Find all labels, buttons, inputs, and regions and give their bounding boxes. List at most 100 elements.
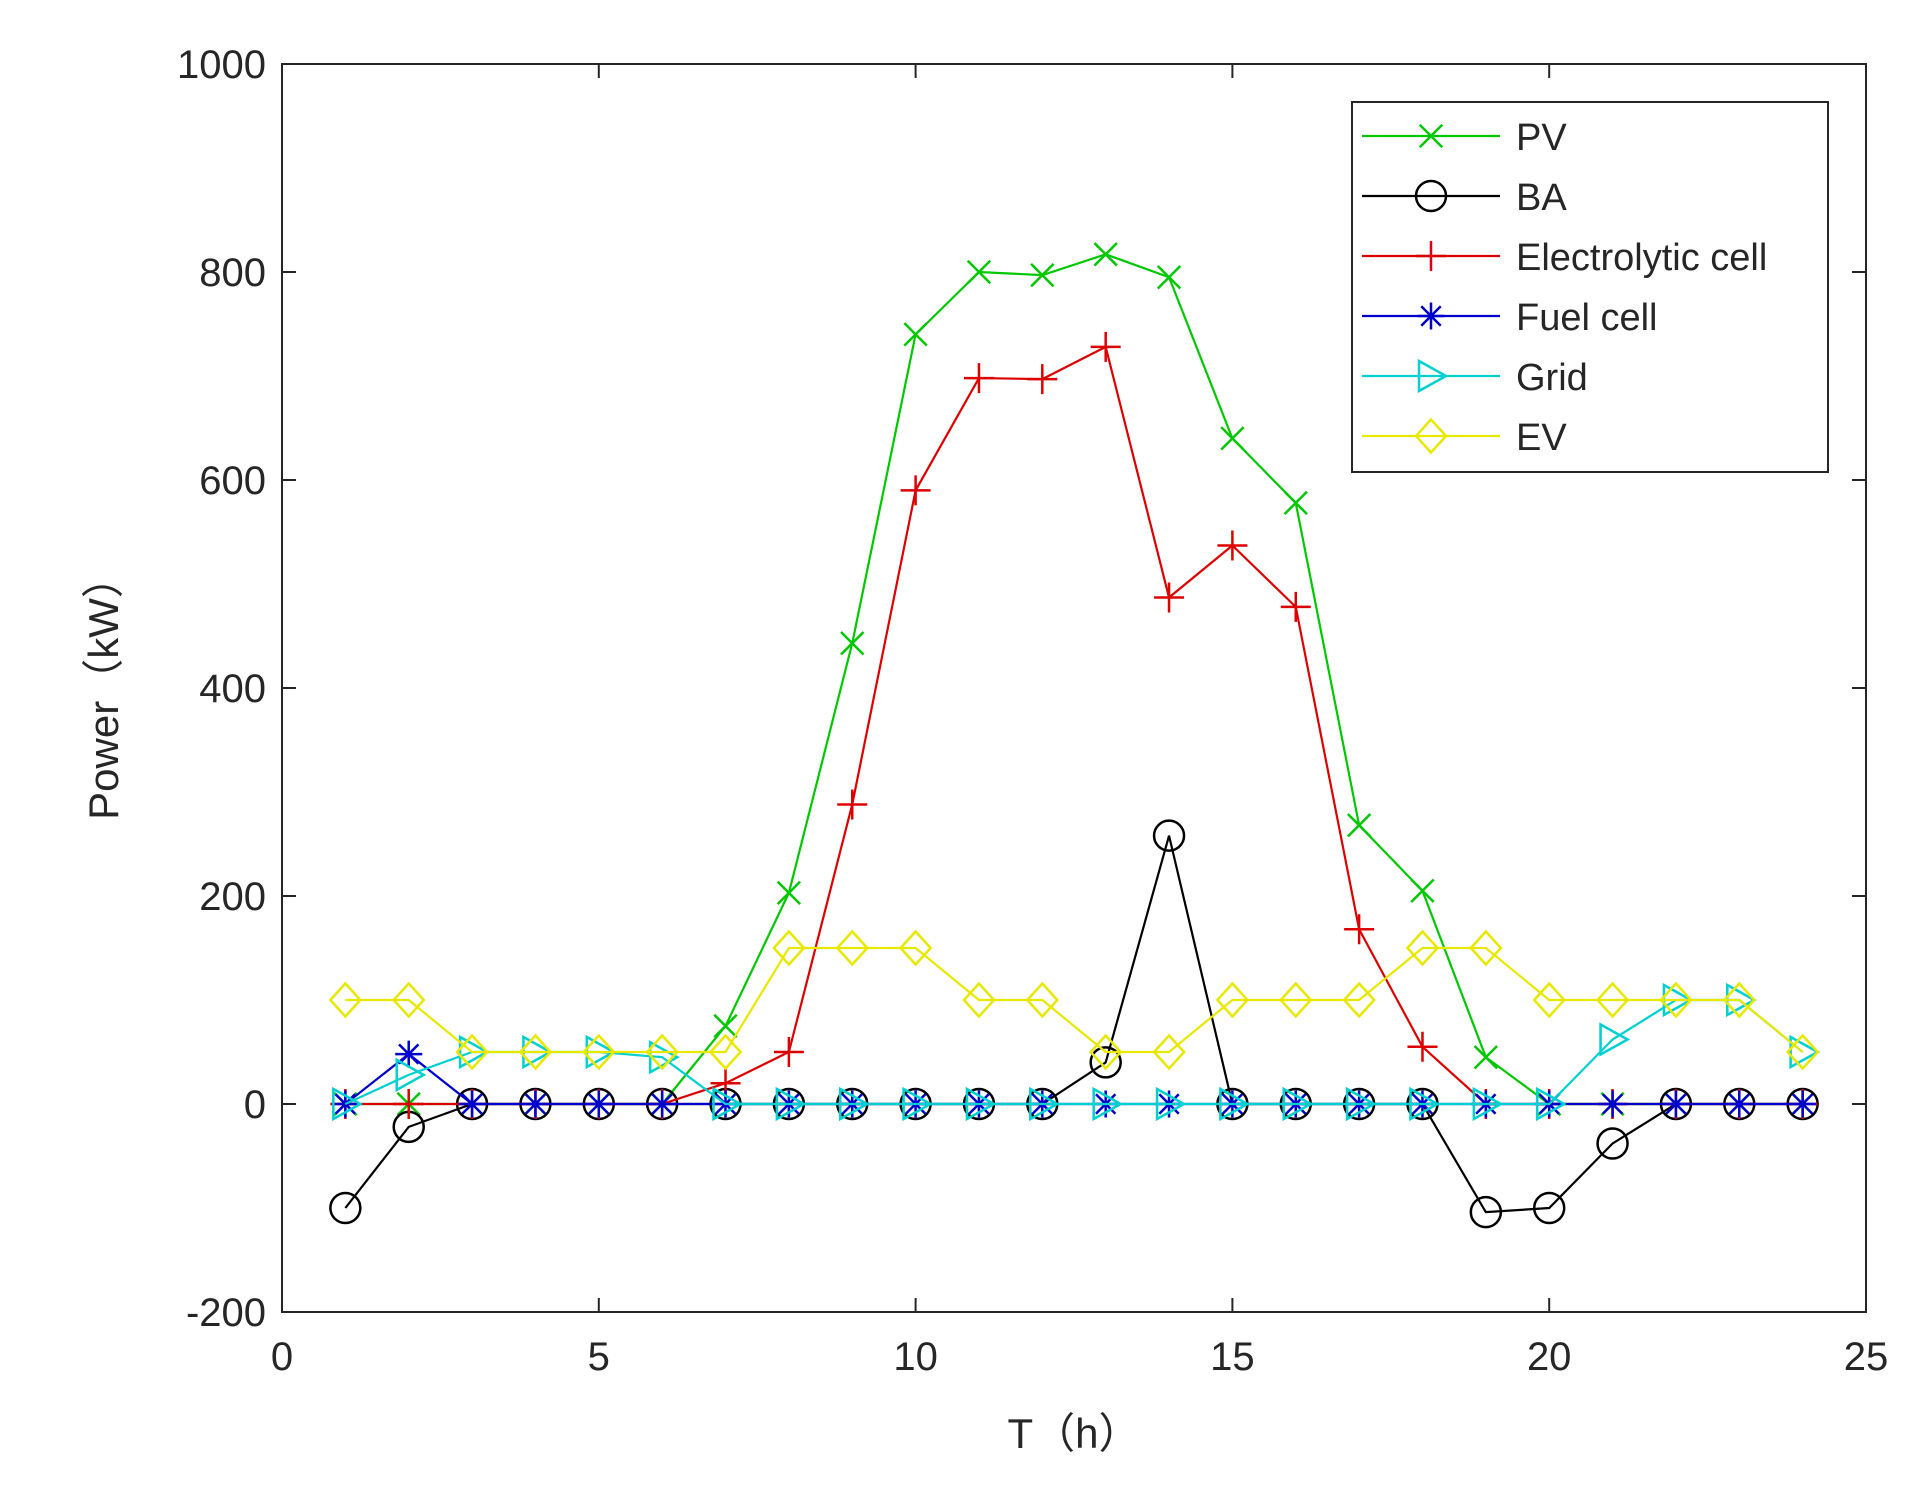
series-layer bbox=[328, 242, 1821, 1229]
fuel-cell-point bbox=[1789, 1090, 1817, 1118]
legend-items: PV BA Electrolytic cell Fuel cell Grid EV bbox=[1362, 117, 1767, 459]
legend-label-grid: Grid bbox=[1516, 357, 1588, 399]
ev-point bbox=[582, 1033, 616, 1071]
legend-item-pv: PV bbox=[1362, 117, 1567, 159]
y-tick-label: 400 bbox=[199, 667, 266, 711]
fuel-cell-point bbox=[585, 1090, 613, 1118]
x-tick-label: 25 bbox=[1844, 1335, 1889, 1379]
ba-point bbox=[1532, 1191, 1566, 1225]
grid-point bbox=[1219, 1086, 1250, 1122]
y-tick-label: 1000 bbox=[177, 43, 266, 87]
grid-point bbox=[902, 1086, 934, 1122]
grid-point bbox=[1535, 1086, 1567, 1122]
grid-point bbox=[1409, 1086, 1441, 1122]
series-ev bbox=[328, 929, 1820, 1071]
pv-point bbox=[1283, 490, 1308, 516]
electrolytic-cell-point bbox=[900, 475, 931, 506]
electrolytic-cell-point bbox=[1027, 364, 1058, 395]
ba-point bbox=[1152, 819, 1186, 852]
ev-point bbox=[1595, 981, 1630, 1019]
legend: PV BA Electrolytic cell Fuel cell Grid EV bbox=[1351, 101, 1829, 473]
x-tick-label: 0 bbox=[271, 1335, 293, 1379]
pv-point bbox=[903, 322, 928, 347]
y-tick-label: 600 bbox=[199, 459, 266, 503]
grid-point bbox=[1345, 1086, 1377, 1122]
ev-point bbox=[1279, 981, 1313, 1019]
electrolytic-cell-point bbox=[1344, 914, 1375, 945]
y-tick-label: 800 bbox=[199, 251, 266, 295]
ev-point bbox=[392, 981, 426, 1019]
x-tick-label: 15 bbox=[1210, 1335, 1255, 1379]
ev-point bbox=[1659, 981, 1693, 1019]
x-tick-label: 5 bbox=[588, 1335, 610, 1379]
ev-point bbox=[1342, 981, 1376, 1019]
grid-point bbox=[838, 1086, 870, 1122]
grid-point bbox=[1029, 1086, 1060, 1122]
legend-item-grid: Grid bbox=[1362, 357, 1588, 399]
fuel-cell-point bbox=[1599, 1090, 1627, 1118]
grid-point bbox=[395, 1057, 427, 1093]
ev-point bbox=[1152, 1033, 1186, 1071]
grid-point bbox=[1472, 1086, 1504, 1122]
grid-point bbox=[1282, 1086, 1314, 1122]
grid-point bbox=[648, 1040, 680, 1075]
ev-point bbox=[962, 981, 996, 1019]
grid-point bbox=[775, 1086, 807, 1122]
ev-point bbox=[1088, 1033, 1123, 1071]
electrolytic-cell-point bbox=[1280, 591, 1311, 622]
ev-point bbox=[645, 1033, 679, 1071]
ev-point bbox=[455, 1033, 489, 1071]
fuel-cell-point bbox=[1662, 1090, 1690, 1118]
legend-marker-electrolytic-cell bbox=[1416, 241, 1446, 271]
ev-line bbox=[345, 946, 1804, 1054]
grid-point bbox=[712, 1086, 744, 1122]
electrolytic-cell-point bbox=[393, 1089, 424, 1119]
electrolytic-cell-point bbox=[1090, 331, 1121, 362]
pv-point bbox=[1093, 242, 1118, 267]
grid-point bbox=[1599, 1022, 1631, 1057]
legend-marker-pv bbox=[1418, 123, 1444, 149]
electrolytic-cell-point bbox=[1407, 1031, 1438, 1062]
legend-item-electrolytic-cell: Electrolytic cell bbox=[1362, 237, 1767, 279]
fuel-cell-point bbox=[458, 1090, 486, 1118]
legend-item-fuel-cell: Fuel cell bbox=[1362, 297, 1658, 339]
legend-marker-fuel-cell bbox=[1417, 302, 1445, 330]
legend-box bbox=[1351, 101, 1829, 473]
pv-point bbox=[1410, 878, 1435, 903]
ev-point bbox=[1405, 929, 1440, 967]
legend-label-ba: BA bbox=[1516, 177, 1567, 219]
legend-label-ev: EV bbox=[1516, 417, 1567, 459]
ev-point bbox=[835, 929, 869, 967]
x-tick-label: 20 bbox=[1527, 1335, 1572, 1379]
electrolytic-cell-point bbox=[1154, 582, 1185, 613]
x-tick-label: 10 bbox=[893, 1335, 938, 1379]
ev-point bbox=[1532, 981, 1566, 1019]
pv-point bbox=[1346, 813, 1372, 838]
legend-label-pv: PV bbox=[1516, 117, 1567, 159]
electrolytic-cell-point bbox=[1217, 530, 1248, 561]
ev-point bbox=[1722, 981, 1756, 1019]
ba-point bbox=[329, 1191, 362, 1225]
legend-marker-ev bbox=[1414, 417, 1448, 455]
y-tick-label: 0 bbox=[244, 1083, 266, 1127]
ev-point bbox=[1785, 1033, 1820, 1071]
legend-item-ev: EV bbox=[1362, 417, 1567, 459]
legend-label-electrolytic-cell: Electrolytic cell bbox=[1516, 237, 1767, 279]
legend-label-fuel-cell: Fuel cell bbox=[1516, 297, 1658, 339]
ev-point bbox=[1025, 981, 1060, 1019]
pv-point bbox=[1473, 1045, 1498, 1070]
ev-point bbox=[1215, 981, 1250, 1019]
pv-point bbox=[966, 259, 992, 285]
legend-item-ba: BA bbox=[1362, 177, 1567, 219]
ev-point bbox=[1469, 929, 1503, 967]
grid-point bbox=[1789, 1034, 1821, 1070]
ev-point bbox=[518, 1033, 553, 1071]
fuel-cell-point bbox=[1725, 1090, 1753, 1118]
ev-point bbox=[708, 1033, 743, 1071]
pv-point bbox=[1220, 426, 1245, 451]
electrolytic-cell-point bbox=[963, 363, 994, 394]
grid-point bbox=[458, 1034, 490, 1070]
grid-point bbox=[1092, 1086, 1124, 1122]
